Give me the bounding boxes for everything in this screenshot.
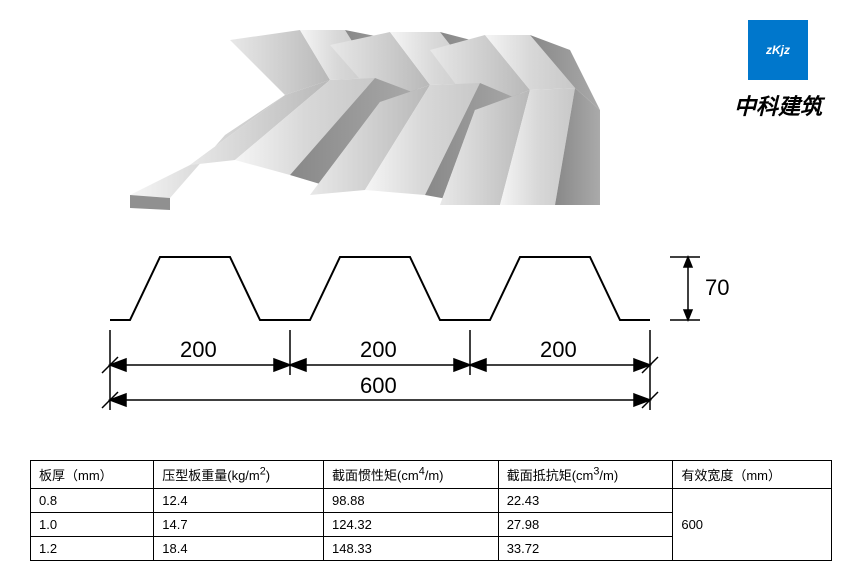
product-render: [130, 20, 600, 220]
cell: 22.43: [498, 489, 673, 513]
dim-height: 70: [705, 275, 729, 300]
cell: 33.72: [498, 537, 673, 561]
cell: 14.7: [154, 513, 324, 537]
cell: 0.8: [31, 489, 154, 513]
cell: 148.33: [324, 537, 499, 561]
cell: 98.88: [324, 489, 499, 513]
brand-logo: zKjz 中科建筑: [734, 20, 822, 121]
table-row: 0.8 12.4 98.88 22.43 600: [31, 489, 832, 513]
cell-eff-width: 600: [673, 489, 832, 561]
dim-seg-3: 200: [540, 337, 577, 362]
logo-caption: 中科建筑: [734, 89, 822, 121]
cell: 12.4: [154, 489, 324, 513]
cell: 27.98: [498, 513, 673, 537]
dim-seg-1: 200: [180, 337, 217, 362]
th-thickness: 板厚（mm）: [31, 461, 154, 489]
cell: 1.0: [31, 513, 154, 537]
logo-mark-text: zKjz: [766, 43, 790, 57]
dim-total: 600: [360, 373, 397, 398]
spec-table: 板厚（mm） 压型板重量(kg/m2) 截面惯性矩(cm4/m) 截面抵抗矩(c…: [30, 460, 832, 561]
cell: 1.2: [31, 537, 154, 561]
cross-section-diagram: 70 200 200 200 600: [90, 245, 770, 435]
cell: 18.4: [154, 537, 324, 561]
table-header-row: 板厚（mm） 压型板重量(kg/m2) 截面惯性矩(cm4/m) 截面抵抗矩(c…: [31, 461, 832, 489]
cell: 124.32: [324, 513, 499, 537]
logo-mark: zKjz: [748, 20, 808, 80]
th-modulus: 截面抵抗矩(cm3/m): [498, 461, 673, 489]
th-eff-width: 有效宽度（mm）: [673, 461, 832, 489]
th-weight: 压型板重量(kg/m2): [154, 461, 324, 489]
dim-seg-2: 200: [360, 337, 397, 362]
th-inertia: 截面惯性矩(cm4/m): [324, 461, 499, 489]
